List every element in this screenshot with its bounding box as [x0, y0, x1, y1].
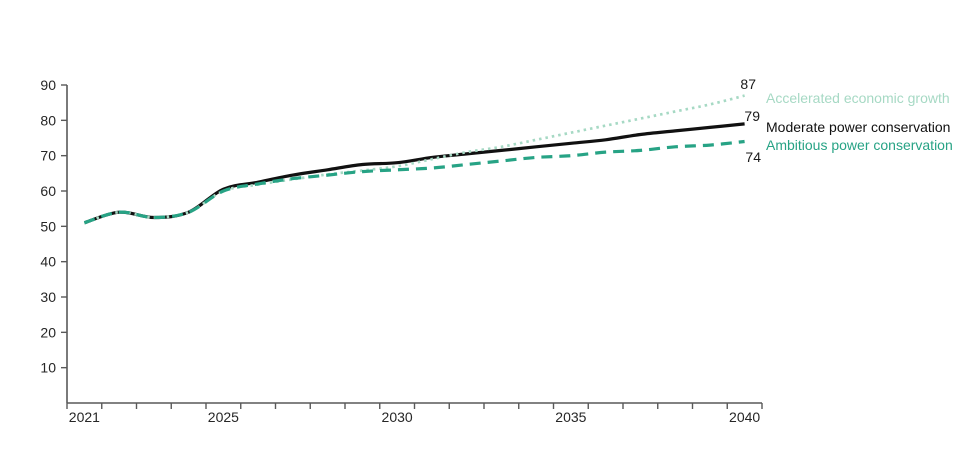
legend-ambitious-power-conservation: Ambitious power conservation [766, 137, 953, 153]
y-axis-tick-label: 80 [40, 112, 56, 128]
y-axis-tick-label: 40 [40, 254, 56, 270]
end-value-accelerated: 87 [740, 76, 756, 92]
series-line-solid [83, 122, 745, 225]
series-line-dashed [83, 139, 745, 225]
y-axis-tick-label: 30 [40, 289, 56, 305]
y-axis-tick-label: 70 [40, 148, 56, 164]
end-value-moderate: 79 [744, 108, 760, 124]
legend-accelerated-economic-growth: Accelerated economic growth [766, 90, 950, 106]
x-axis-tick-label: 2040 [729, 409, 760, 425]
end-value-ambitious: 74 [745, 149, 761, 165]
x-axis-tick-label: 2021 [69, 409, 100, 425]
legend-moderate-power-conservation: Moderate power conservation [766, 119, 951, 135]
y-axis-tick-label: 60 [40, 183, 56, 199]
y-axis-tick-label: 50 [40, 218, 56, 234]
y-axis-tick-label: 10 [40, 360, 56, 376]
x-axis-tick-label: 2025 [208, 409, 239, 425]
x-axis-tick-label: 2035 [555, 409, 586, 425]
y-axis-tick-label: 90 [40, 77, 56, 93]
x-axis-tick-label: 2030 [382, 409, 413, 425]
y-axis-tick-label: 20 [40, 324, 56, 340]
